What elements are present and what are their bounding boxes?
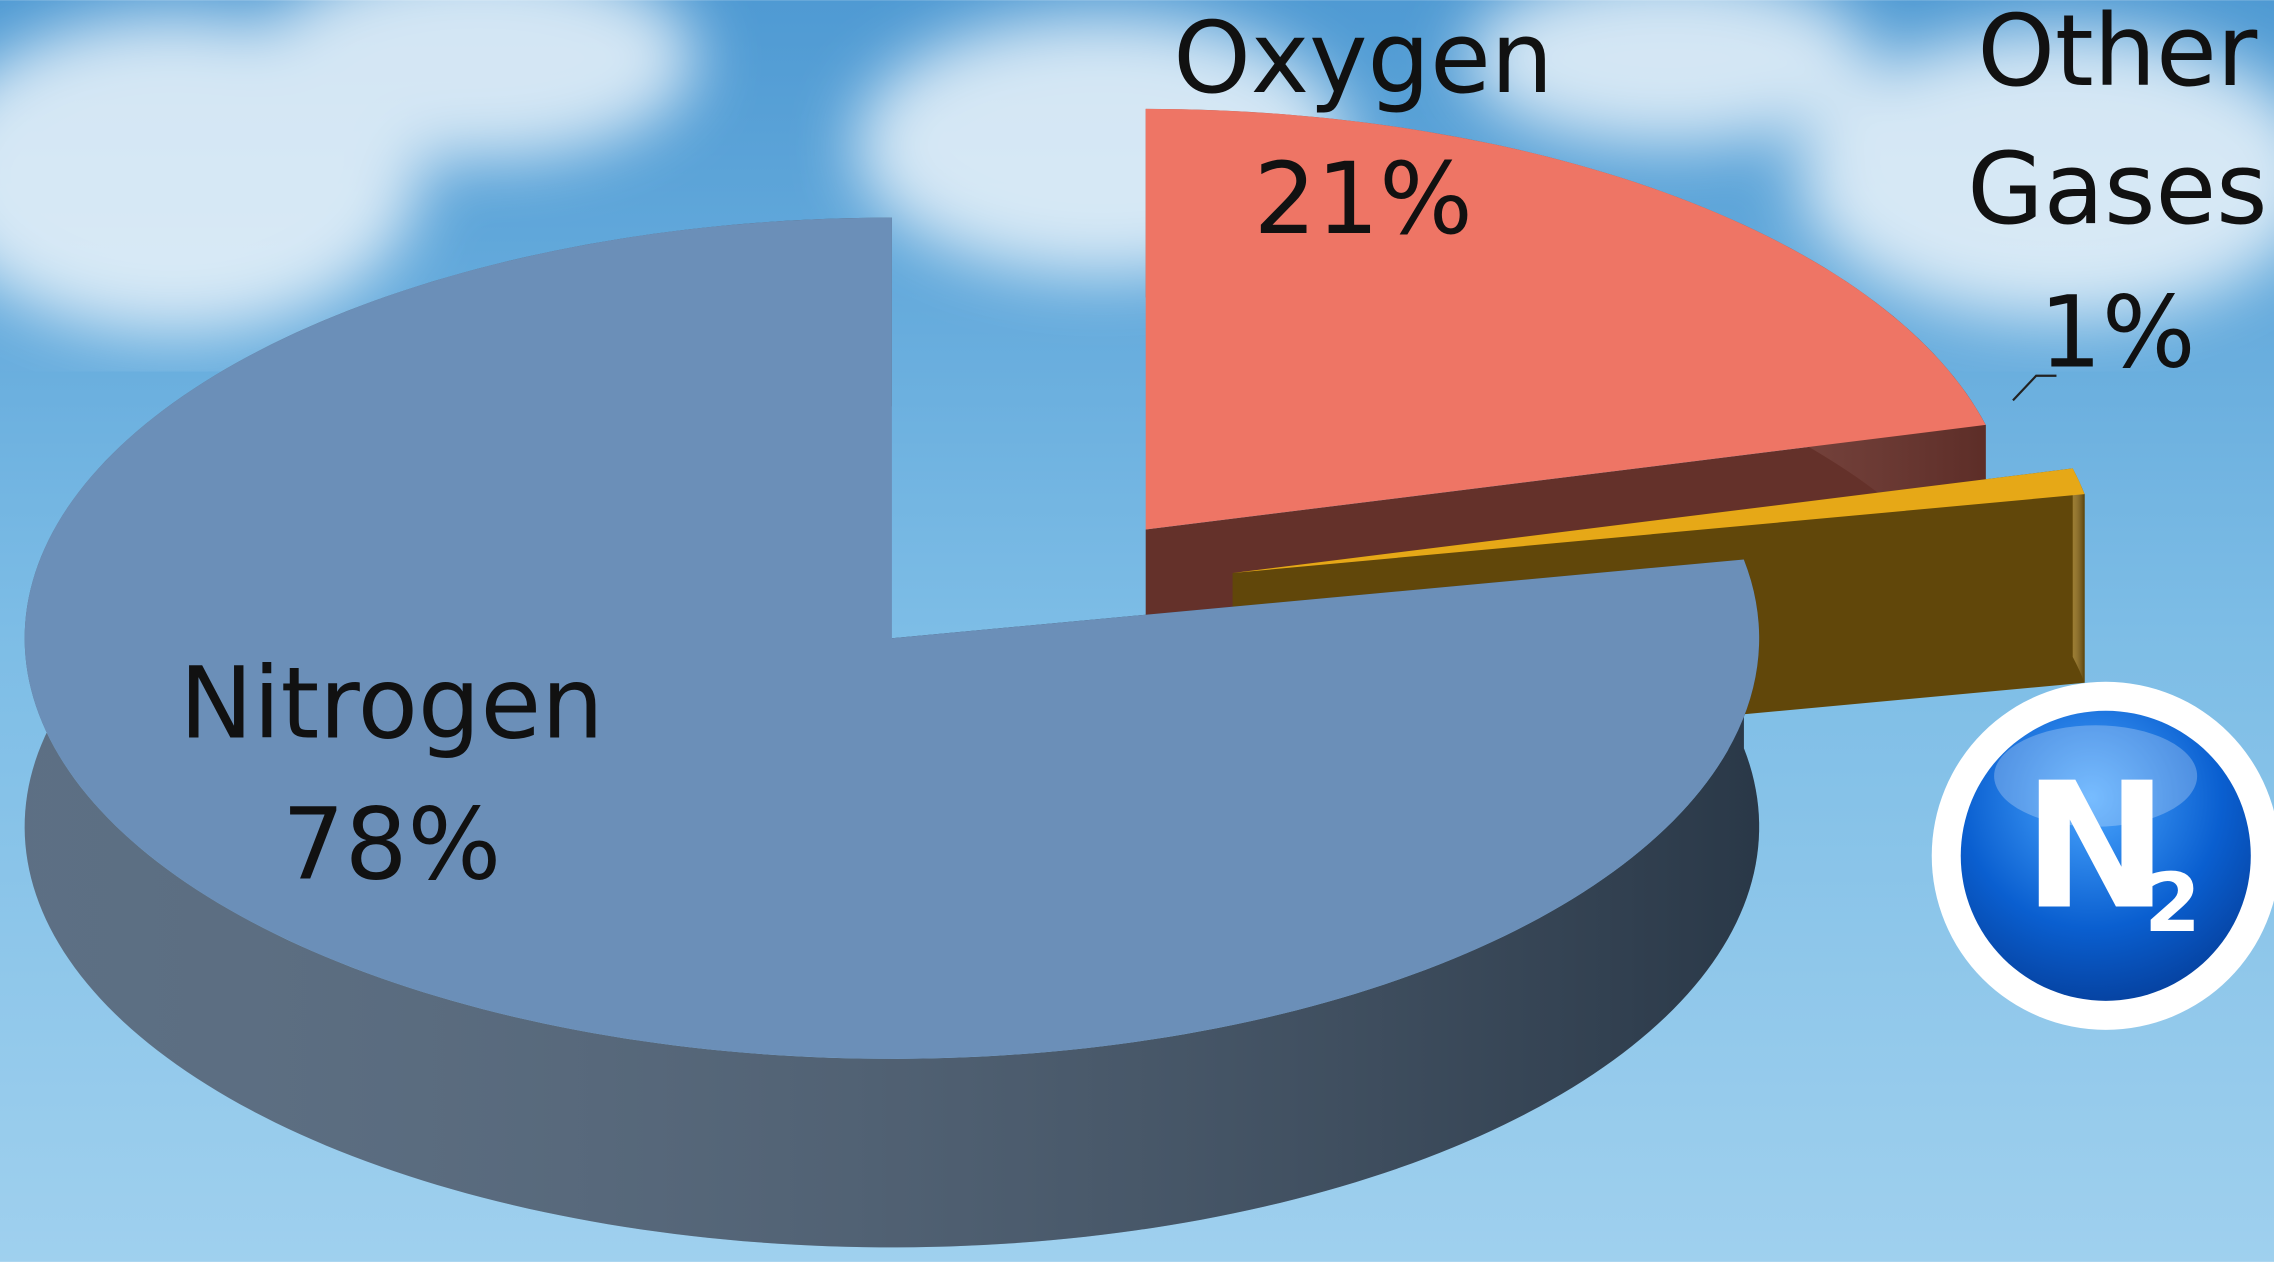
value-label: 21% bbox=[1254, 142, 1473, 257]
slice bbox=[1232, 468, 2085, 573]
leader-line bbox=[2012, 374, 2057, 402]
pie bbox=[24, 108, 2085, 1248]
label-line: Gases bbox=[1967, 132, 2267, 247]
value-label: 78% bbox=[282, 787, 501, 902]
category-label: Nitrogen bbox=[179, 647, 603, 762]
badge-symbol: N bbox=[2023, 746, 2169, 949]
slice-wall-shade bbox=[2072, 468, 2085, 683]
badge-subscript: 2 bbox=[2144, 857, 2201, 951]
slice bbox=[1145, 108, 1986, 530]
clouds bbox=[0, 0, 2274, 334]
slice bbox=[24, 217, 1760, 1059]
value-label: 1% bbox=[2039, 275, 2195, 390]
labels: Nitrogen 78% Oxygen 21% Other Gases 1% bbox=[179, 0, 2267, 902]
badge-gloss bbox=[1994, 725, 2198, 827]
label-line: Other bbox=[1977, 0, 2257, 109]
badge: N 2 bbox=[1931, 681, 2274, 1030]
badge-ball bbox=[1960, 710, 2251, 1001]
category-label: Other Gases bbox=[1967, 0, 2267, 247]
category-label: Oxygen bbox=[1173, 1, 1553, 116]
